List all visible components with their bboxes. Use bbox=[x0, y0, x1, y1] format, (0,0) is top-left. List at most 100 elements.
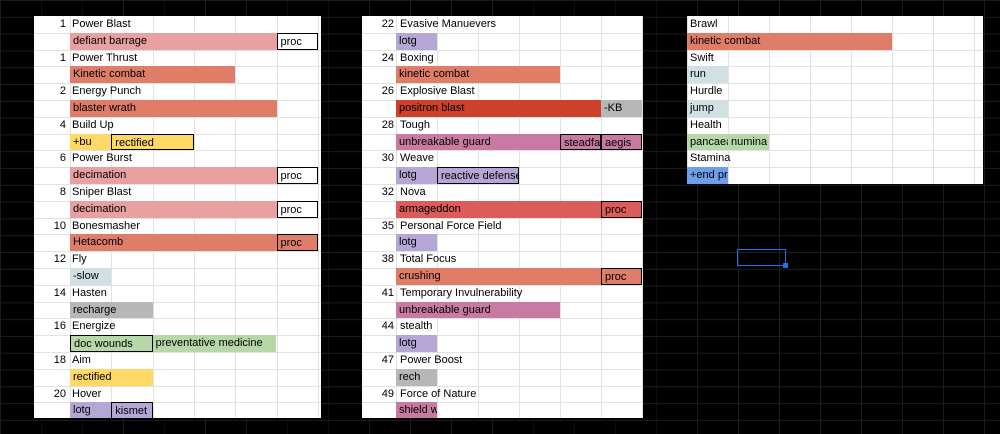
power-level[interactable]: 41 bbox=[381, 286, 394, 299]
fill-handle[interactable] bbox=[783, 263, 788, 268]
power-name[interactable]: Energize bbox=[72, 320, 116, 333]
enhancement-slot[interactable]: steadfast bbox=[560, 133, 601, 151]
build-sheet-inherent-powers[interactable]: Brawl kinetic combat Swift run Hurdle jump Hea… bbox=[687, 16, 983, 184]
power-name[interactable]: Explosive Blast bbox=[400, 85, 475, 98]
enhancement-slot[interactable]: armageddon bbox=[396, 200, 601, 218]
power-level[interactable]: 6 bbox=[59, 152, 66, 165]
enhancement-slot[interactable]: defiant barrage bbox=[70, 32, 277, 50]
power-level[interactable]: 35 bbox=[381, 219, 394, 232]
power-level[interactable]: 20 bbox=[53, 387, 66, 400]
power-level[interactable]: 30 bbox=[381, 152, 394, 165]
power-level[interactable]: 22 bbox=[381, 18, 394, 30]
enhancement-slot[interactable]: lotg bbox=[396, 32, 437, 50]
power-level[interactable]: 24 bbox=[381, 51, 394, 64]
enhancement-slot[interactable]: rectified bbox=[111, 133, 194, 151]
build-sheet-levels-22-49[interactable]: 22 Evasive Manuevers lotg 24 Boxing kinetic c… bbox=[362, 16, 643, 418]
power-level[interactable]: 4 bbox=[59, 118, 66, 131]
power-level[interactable]: 2 bbox=[59, 85, 66, 98]
power-name[interactable]: Swift bbox=[690, 51, 714, 64]
enhancement-slot[interactable]: doc wounds bbox=[70, 335, 153, 352]
enhancement-slot[interactable]: rectified bbox=[70, 368, 153, 386]
power-name[interactable]: Power Burst bbox=[72, 152, 132, 165]
power-name[interactable]: Sniper Blast bbox=[72, 186, 132, 198]
enhancement-slot[interactable]: blaster wrath bbox=[70, 100, 277, 117]
enhancement-slot[interactable]: preventative medicine bbox=[152, 335, 277, 352]
enhancement-slot[interactable]: lotg bbox=[396, 335, 437, 352]
power-name[interactable]: Aim bbox=[72, 354, 91, 366]
enhancement-slot[interactable]: aegis bbox=[601, 133, 642, 151]
enhancement-slot[interactable]: proc bbox=[276, 200, 318, 218]
enhancement-slot[interactable]: shield wall bbox=[396, 402, 437, 418]
power-name[interactable]: Temporary Invulnerability bbox=[400, 286, 523, 299]
power-level[interactable]: 47 bbox=[381, 354, 394, 366]
enhancement-slot[interactable]: run bbox=[687, 66, 728, 84]
power-name[interactable]: Boxing bbox=[400, 51, 434, 64]
enhancement-slot[interactable]: kinetic combat bbox=[687, 32, 892, 50]
enhancement-slot[interactable]: kinetic combat bbox=[396, 66, 560, 84]
power-name[interactable]: Personal Force Field bbox=[400, 219, 502, 232]
power-name[interactable]: Build Up bbox=[72, 118, 114, 131]
build-sheet-levels-1-20[interactable]: 1 Power Blast defiant barrage proc 1 Power Th… bbox=[34, 16, 321, 418]
selected-cell[interactable] bbox=[737, 249, 786, 266]
enhancement-slot[interactable]: numina bbox=[728, 133, 769, 151]
enhancement-slot[interactable]: positron blast bbox=[396, 100, 601, 117]
enhancement-slot[interactable]: proc bbox=[601, 268, 642, 285]
enhancement-slot[interactable]: +end proc bbox=[687, 167, 728, 184]
power-level[interactable]: 49 bbox=[381, 387, 394, 400]
enhancement-slot[interactable]: jump bbox=[687, 100, 728, 117]
enhancement-slot[interactable]: proc bbox=[276, 32, 318, 50]
enhancement-slot[interactable]: proc bbox=[601, 200, 642, 218]
enhancement-slot[interactable]: -slow bbox=[70, 268, 112, 285]
power-level[interactable]: 14 bbox=[53, 286, 66, 299]
power-level[interactable]: 12 bbox=[53, 253, 66, 266]
power-name[interactable]: Hurdle bbox=[690, 85, 723, 98]
power-name[interactable]: Weave bbox=[400, 152, 435, 165]
power-level[interactable]: 32 bbox=[381, 186, 394, 198]
enhancement-slot[interactable]: lotg bbox=[396, 167, 437, 184]
power-name[interactable]: Brawl bbox=[690, 18, 718, 30]
enhancement-slot[interactable]: kismet bbox=[111, 402, 153, 418]
power-level[interactable]: 44 bbox=[381, 320, 394, 333]
power-name[interactable]: Power Blast bbox=[72, 18, 131, 30]
power-name[interactable]: Power Thrust bbox=[72, 51, 138, 64]
enhancement-slot[interactable]: lotg bbox=[396, 234, 437, 252]
power-name[interactable]: Health bbox=[690, 118, 722, 131]
power-name[interactable]: Nova bbox=[400, 186, 426, 198]
enhancement-slot[interactable]: rech bbox=[396, 368, 437, 386]
power-level[interactable]: 18 bbox=[53, 354, 66, 366]
power-name[interactable]: Tough bbox=[400, 118, 430, 131]
enhancement-slot[interactable]: -KB bbox=[601, 100, 642, 117]
power-name[interactable]: Energy Punch bbox=[72, 85, 142, 98]
power-name[interactable]: Stamina bbox=[690, 152, 731, 165]
enhancement-slot[interactable]: +bu bbox=[70, 133, 112, 151]
power-name[interactable]: Bonesmasher bbox=[72, 219, 140, 232]
enhancement-slot[interactable]: unbreakable guard bbox=[396, 133, 560, 151]
power-name[interactable]: Evasive Manuevers bbox=[400, 18, 496, 30]
power-level[interactable]: 1 bbox=[59, 18, 66, 30]
power-level[interactable]: 8 bbox=[59, 186, 66, 198]
power-level[interactable]: 10 bbox=[53, 219, 66, 232]
enhancement-slot[interactable]: reactive defense bbox=[437, 167, 519, 184]
enhancement-slot[interactable]: Kinetic combat bbox=[70, 66, 236, 84]
power-level[interactable]: 26 bbox=[381, 85, 394, 98]
power-level[interactable]: 38 bbox=[381, 253, 394, 266]
power-name[interactable]: Hover bbox=[72, 387, 102, 400]
enhancement-slot[interactable]: crushing bbox=[396, 268, 601, 285]
power-name[interactable]: Fly bbox=[72, 253, 87, 266]
power-name[interactable]: stealth bbox=[400, 320, 433, 333]
enhancement-slot[interactable]: recharge bbox=[70, 301, 153, 319]
enhancement-slot[interactable]: pancaea bbox=[687, 133, 728, 151]
power-level[interactable]: 1 bbox=[59, 51, 66, 64]
power-name[interactable]: Hasten bbox=[72, 286, 107, 299]
power-name[interactable]: Total Focus bbox=[400, 253, 457, 266]
enhancement-slot[interactable]: proc bbox=[276, 167, 318, 184]
enhancement-slot[interactable]: lotg bbox=[70, 402, 112, 418]
power-name[interactable]: Power Boost bbox=[400, 354, 463, 366]
enhancement-slot[interactable]: decimation bbox=[70, 167, 277, 184]
power-level[interactable]: 16 bbox=[53, 320, 66, 333]
enhancement-slot[interactable]: decimation bbox=[70, 200, 277, 218]
enhancement-slot[interactable]: proc bbox=[276, 234, 318, 252]
power-level[interactable]: 28 bbox=[381, 118, 394, 131]
enhancement-slot[interactable]: Hetacomb bbox=[70, 234, 277, 252]
enhancement-slot[interactable]: unbreakable guard bbox=[396, 301, 560, 319]
